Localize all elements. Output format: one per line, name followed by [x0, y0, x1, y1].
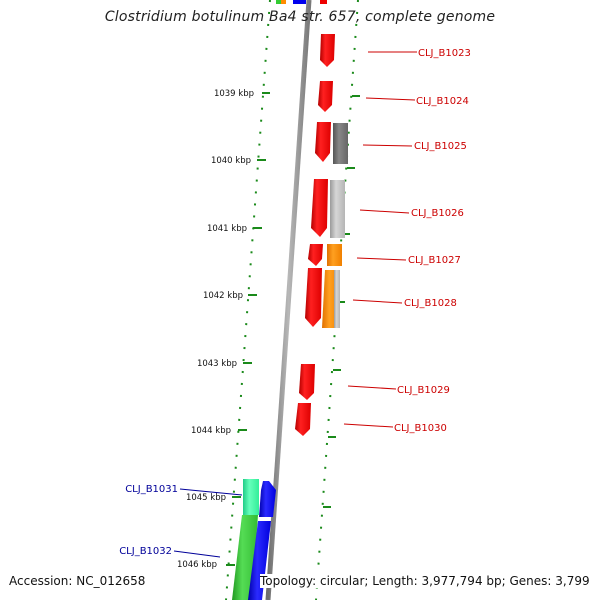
cds-arrow-clj-b1026[interactable] — [311, 179, 328, 237]
cds-arrow-clj-b1025[interactable] — [315, 122, 331, 162]
genome-backbone — [265, 0, 312, 601]
gene-label-clj-b1023[interactable]: CLJ_B1023 — [418, 48, 471, 59]
gene-label-clj-b1032[interactable]: CLJ_B1032 — [119, 546, 172, 557]
feature-blocks — [322, 123, 348, 328]
outer-leader-lines — [343, 51, 417, 428]
cds-arrow-clj-b1023[interactable] — [320, 34, 335, 67]
scale-label: 1045 kbp — [186, 493, 226, 503]
genome-summary-text: Topology: circular; Length: 3,977,794 bp… — [260, 574, 592, 588]
scale-label: 1040 kbp — [211, 156, 251, 166]
scale-ticks — [226, 92, 270, 566]
top-clipped-features — [276, 0, 327, 4]
genome-title: Clostridium botulinum Ba4 str. 657, comp… — [104, 9, 496, 25]
cds-arrow-clj-b1024[interactable] — [318, 81, 333, 112]
scale-label: 1044 kbp — [191, 426, 231, 436]
gene-label-clj-b1030[interactable]: CLJ_B1030 — [394, 423, 447, 434]
gene-label-clj-b1025[interactable]: CLJ_B1025 — [414, 141, 467, 152]
scale-label: 1046 kbp — [177, 560, 217, 570]
gray-feature-block[interactable] — [333, 123, 348, 164]
scale-labels: 1039 kbp 1040 kbp 1041 kbp 1042 kbp 1043… — [177, 89, 254, 570]
reverse-cds-group — [232, 479, 276, 600]
gene-label-clj-b1024[interactable]: CLJ_B1024 — [416, 96, 469, 107]
gene-label-clj-b1029[interactable]: CLJ_B1029 — [397, 385, 450, 396]
cds-arrow-clj-b1030[interactable] — [295, 403, 311, 436]
outer-ticks — [323, 95, 360, 508]
teal-feature-block[interactable] — [243, 479, 259, 515]
gene-label-clj-b1028[interactable]: CLJ_B1028 — [404, 298, 457, 309]
outer-gene-labels: CLJ_B1023 CLJ_B1024 CLJ_B1025 CLJ_B1026 … — [394, 48, 471, 434]
cds-arrow-clj-b1028[interactable] — [305, 268, 322, 327]
cds-arrow-clj-b1027[interactable] — [308, 244, 323, 266]
scale-label: 1042 kbp — [203, 291, 243, 301]
cds-arrow-clj-b1031[interactable] — [259, 481, 276, 517]
gene-label-clj-b1031[interactable]: CLJ_B1031 — [125, 484, 178, 495]
scale-label: 1039 kbp — [214, 89, 254, 99]
forward-cds-group — [295, 34, 335, 436]
lightgray-feature-block[interactable] — [330, 180, 345, 238]
cds-arrow-clj-b1032[interactable] — [248, 521, 271, 600]
gene-label-clj-b1027[interactable]: CLJ_B1027 — [408, 255, 461, 266]
inner-leader-lines — [173, 488, 243, 558]
scale-dotted-ring — [225, 0, 271, 601]
inner-gene-labels: CLJ_B1031 CLJ_B1032 — [119, 484, 178, 557]
orange-feature-block[interactable] — [327, 244, 342, 266]
accession-text: Accession: NC_012658 — [9, 574, 146, 588]
scale-label: 1043 kbp — [197, 359, 237, 369]
scale-label: 1041 kbp — [207, 224, 247, 234]
cds-arrow-clj-b1029[interactable] — [299, 364, 315, 400]
gene-label-clj-b1026[interactable]: CLJ_B1026 — [411, 208, 464, 219]
